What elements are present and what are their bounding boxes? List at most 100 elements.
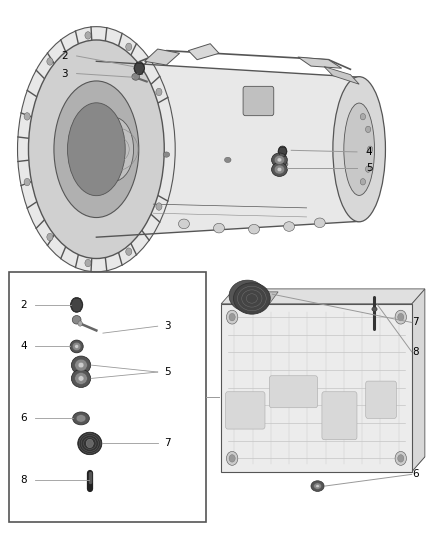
Circle shape: [365, 126, 371, 133]
Ellipse shape: [70, 340, 83, 353]
Text: 4: 4: [366, 147, 372, 157]
Ellipse shape: [277, 158, 282, 162]
Ellipse shape: [71, 356, 91, 374]
Circle shape: [229, 313, 235, 321]
Text: 4: 4: [21, 342, 27, 351]
FancyBboxPatch shape: [226, 392, 265, 429]
Polygon shape: [298, 57, 342, 68]
Text: 7: 7: [164, 439, 171, 448]
Text: 3: 3: [61, 69, 68, 78]
Circle shape: [47, 58, 53, 65]
Ellipse shape: [372, 307, 377, 311]
Polygon shape: [221, 289, 425, 304]
Text: 5: 5: [366, 163, 372, 173]
Ellipse shape: [233, 283, 270, 314]
Text: 6: 6: [21, 414, 27, 423]
Ellipse shape: [132, 74, 140, 80]
FancyBboxPatch shape: [243, 86, 274, 116]
Circle shape: [398, 313, 404, 321]
Ellipse shape: [333, 77, 385, 222]
Circle shape: [85, 31, 91, 39]
Circle shape: [278, 146, 287, 157]
Ellipse shape: [76, 415, 86, 422]
Ellipse shape: [94, 117, 134, 181]
Ellipse shape: [72, 316, 81, 324]
Polygon shape: [145, 49, 180, 65]
Circle shape: [24, 112, 30, 120]
Circle shape: [226, 451, 238, 465]
FancyBboxPatch shape: [269, 376, 318, 408]
Ellipse shape: [78, 432, 102, 455]
Text: 2: 2: [21, 300, 27, 310]
Ellipse shape: [277, 167, 282, 172]
Text: 5: 5: [164, 367, 171, 377]
Circle shape: [395, 451, 406, 465]
Ellipse shape: [249, 224, 259, 234]
Bar: [9, 272, 206, 522]
Ellipse shape: [71, 369, 91, 387]
Circle shape: [365, 166, 371, 172]
Ellipse shape: [314, 483, 321, 489]
Circle shape: [71, 297, 83, 312]
Ellipse shape: [344, 103, 374, 196]
Ellipse shape: [272, 163, 287, 176]
Ellipse shape: [274, 165, 285, 174]
Circle shape: [229, 455, 235, 462]
Circle shape: [367, 146, 373, 152]
Ellipse shape: [272, 153, 287, 167]
Ellipse shape: [28, 40, 164, 259]
Ellipse shape: [178, 219, 189, 229]
Ellipse shape: [316, 485, 319, 487]
Ellipse shape: [314, 218, 325, 228]
Polygon shape: [412, 289, 425, 472]
Ellipse shape: [74, 344, 78, 349]
Circle shape: [156, 203, 162, 211]
Circle shape: [47, 233, 53, 241]
Polygon shape: [96, 61, 359, 237]
Ellipse shape: [281, 161, 288, 167]
Circle shape: [126, 43, 132, 51]
Polygon shape: [188, 44, 219, 60]
Ellipse shape: [284, 222, 295, 231]
Ellipse shape: [163, 152, 170, 157]
Ellipse shape: [18, 27, 175, 272]
Ellipse shape: [311, 481, 324, 491]
Ellipse shape: [78, 362, 84, 368]
Circle shape: [126, 248, 132, 255]
Circle shape: [24, 179, 30, 186]
Circle shape: [360, 114, 366, 120]
Ellipse shape: [75, 359, 87, 371]
Ellipse shape: [73, 412, 89, 425]
Ellipse shape: [54, 81, 139, 217]
Circle shape: [395, 310, 406, 324]
Circle shape: [398, 455, 404, 462]
Polygon shape: [234, 292, 278, 304]
Ellipse shape: [78, 376, 84, 381]
Bar: [221, 304, 412, 472]
Ellipse shape: [67, 103, 125, 196]
Circle shape: [156, 88, 162, 96]
Ellipse shape: [229, 280, 266, 311]
Text: 1: 1: [226, 392, 232, 402]
Ellipse shape: [72, 342, 81, 351]
Text: 6: 6: [413, 470, 419, 479]
Text: 3: 3: [164, 321, 171, 331]
Polygon shape: [221, 457, 425, 472]
Circle shape: [86, 439, 93, 448]
Text: 2: 2: [61, 51, 68, 61]
Ellipse shape: [78, 321, 82, 326]
Circle shape: [134, 62, 145, 75]
Ellipse shape: [274, 156, 285, 164]
Text: 8: 8: [413, 347, 419, 357]
Ellipse shape: [75, 373, 87, 384]
Ellipse shape: [225, 157, 231, 163]
Circle shape: [360, 179, 366, 185]
Text: 7: 7: [413, 318, 419, 327]
Circle shape: [226, 310, 238, 324]
FancyBboxPatch shape: [322, 392, 357, 440]
FancyBboxPatch shape: [366, 381, 396, 418]
Circle shape: [85, 260, 91, 267]
Text: 8: 8: [21, 475, 27, 484]
Polygon shape: [324, 67, 359, 84]
Ellipse shape: [214, 223, 224, 233]
